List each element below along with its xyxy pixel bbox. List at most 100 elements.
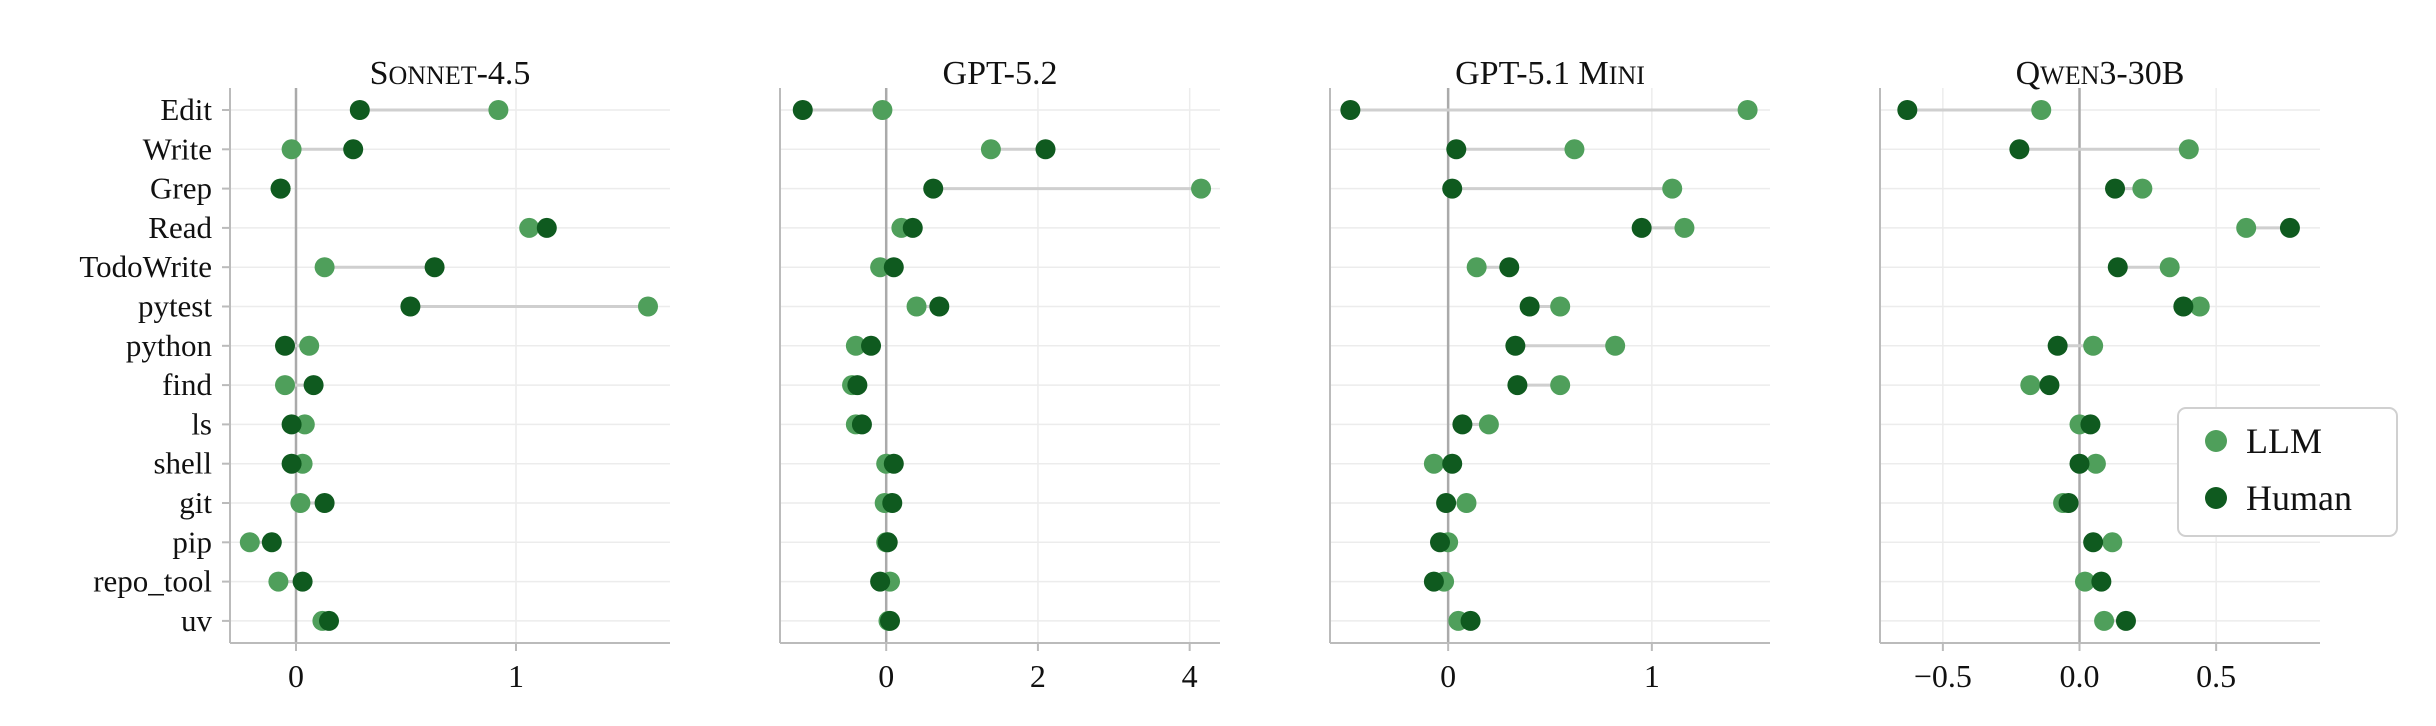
legend-llm-label: LLM bbox=[2246, 421, 2322, 461]
human-point-TodoWrite bbox=[883, 257, 904, 278]
llm-point-TodoWrite bbox=[314, 257, 335, 278]
human-point-pytest bbox=[929, 296, 950, 317]
llm-point-pytest bbox=[638, 296, 658, 317]
llm-point-find bbox=[1550, 375, 1571, 396]
category-label-TodoWrite: TodoWrite bbox=[79, 249, 212, 284]
llm-point-TodoWrite bbox=[1466, 257, 1487, 278]
legend-llm-marker bbox=[2205, 430, 2227, 452]
category-label-pytest: pytest bbox=[138, 289, 212, 324]
human-point-pip bbox=[1430, 532, 1450, 553]
llm-point-python bbox=[1605, 335, 1626, 356]
llm-point-Read bbox=[519, 217, 540, 238]
legend-human-label: Human bbox=[2246, 478, 2352, 518]
panel-title: GPT-5.1 MINI bbox=[1455, 55, 1645, 92]
llm-point-pip bbox=[2102, 532, 2123, 553]
human-point-Write bbox=[2009, 139, 2030, 160]
llm-point-Edit bbox=[2031, 100, 2052, 120]
human-point-pytest bbox=[400, 296, 421, 317]
human-point-Read bbox=[2279, 217, 2300, 238]
human-point-ls bbox=[851, 414, 872, 435]
llm-point-Grep bbox=[1662, 178, 1683, 199]
panel-title: GPT-5.2 bbox=[943, 55, 1058, 92]
human-point-Grep bbox=[2105, 178, 2126, 199]
human-point-shell bbox=[883, 453, 904, 474]
llm-point-find bbox=[275, 375, 295, 396]
category-label-uv: uv bbox=[181, 603, 213, 638]
category-label-git: git bbox=[179, 485, 212, 520]
human-point-Edit bbox=[792, 100, 813, 120]
legend-box bbox=[2177, 407, 2398, 537]
llm-point-Edit bbox=[488, 100, 509, 120]
panels: 0 1 Edit Write Grep Read TodoWrite pytest python… bbox=[79, 55, 2320, 694]
llm-point-pytest bbox=[1550, 296, 1571, 317]
llm-point-Edit bbox=[1737, 100, 1758, 120]
human-point-pip bbox=[877, 532, 898, 553]
category-label-ls: ls bbox=[191, 406, 212, 441]
human-point-Grep bbox=[923, 178, 944, 199]
x-tick-label: 1 bbox=[508, 658, 524, 694]
llm-point-Write bbox=[980, 139, 1001, 160]
human-point-Write bbox=[343, 139, 364, 160]
human-point-ls bbox=[2080, 414, 2101, 435]
panel-title: QWEN3-30B bbox=[2016, 55, 2185, 92]
human-point-shell bbox=[1442, 453, 1463, 474]
human-point-TodoWrite bbox=[424, 257, 445, 278]
llm-point-find bbox=[2020, 375, 2041, 396]
human-point-TodoWrite bbox=[2107, 257, 2128, 278]
human-point-Edit bbox=[1897, 100, 1918, 120]
human-point-find bbox=[2039, 375, 2060, 396]
human-point-git bbox=[314, 493, 335, 513]
x-tick-label: 0 bbox=[1440, 658, 1456, 694]
category-label-Grep: Grep bbox=[150, 171, 212, 206]
panel-title: SONNET-4.5 bbox=[370, 55, 531, 92]
x-tick-label: 0 bbox=[878, 658, 894, 694]
human-point-shell bbox=[2069, 453, 2090, 474]
human-point-repo_tool bbox=[292, 571, 313, 592]
human-point-shell bbox=[281, 453, 302, 474]
human-point-find bbox=[847, 375, 868, 396]
category-label-Read: Read bbox=[148, 210, 212, 245]
category-label-Write: Write bbox=[143, 131, 212, 166]
llm-point-git bbox=[290, 493, 311, 513]
llm-point-ls bbox=[1478, 414, 1499, 435]
llm-point-pip bbox=[239, 532, 260, 553]
human-point-python bbox=[861, 335, 882, 356]
llm-point-shell bbox=[1423, 453, 1444, 474]
llm-point-TodoWrite bbox=[2159, 257, 2180, 278]
llm-point-pytest bbox=[906, 296, 927, 317]
category-label-Edit: Edit bbox=[160, 92, 212, 127]
category-label-pip: pip bbox=[172, 524, 212, 559]
llm-point-Grep bbox=[1191, 178, 1212, 199]
human-point-uv bbox=[319, 610, 339, 631]
human-point-ls bbox=[281, 414, 302, 435]
panel-3: 0 1 GPT-5.1 MINI bbox=[1329, 55, 1770, 694]
human-point-TodoWrite bbox=[1499, 257, 1520, 278]
human-point-git bbox=[882, 493, 903, 513]
x-tick-label: 4 bbox=[1182, 658, 1198, 694]
human-point-Write bbox=[1035, 139, 1056, 160]
human-point-Grep bbox=[1442, 178, 1463, 199]
x-tick-label: 1 bbox=[1644, 658, 1660, 694]
llm-point-repo_tool bbox=[2074, 571, 2095, 592]
category-label-shell: shell bbox=[153, 446, 212, 481]
legend: LLM Human bbox=[2177, 407, 2398, 537]
panel-4: −0.5 0.0 0.5 QWEN3-30B bbox=[1879, 55, 2320, 694]
human-point-find bbox=[1507, 375, 1528, 396]
human-point-pytest bbox=[1519, 296, 1540, 317]
human-point-uv bbox=[2115, 610, 2136, 631]
human-point-git bbox=[1436, 493, 1457, 513]
llm-point-Read bbox=[2236, 217, 2257, 238]
human-point-Read bbox=[1631, 217, 1652, 238]
llm-point-Grep bbox=[2132, 178, 2153, 199]
human-point-python bbox=[2047, 335, 2068, 356]
panel-1: 0 1 Edit Write Grep Read TodoWrite pytest python… bbox=[79, 55, 670, 694]
llm-point-pytest bbox=[2189, 296, 2210, 317]
human-point-uv bbox=[880, 610, 900, 631]
llm-point-git bbox=[1456, 493, 1477, 513]
human-point-python bbox=[1505, 335, 1526, 356]
llm-point-repo_tool bbox=[268, 571, 289, 592]
x-tick-label: −0.5 bbox=[1914, 658, 1972, 694]
x-tick-label: 0.0 bbox=[2060, 658, 2100, 694]
llm-point-Read bbox=[1674, 217, 1695, 238]
